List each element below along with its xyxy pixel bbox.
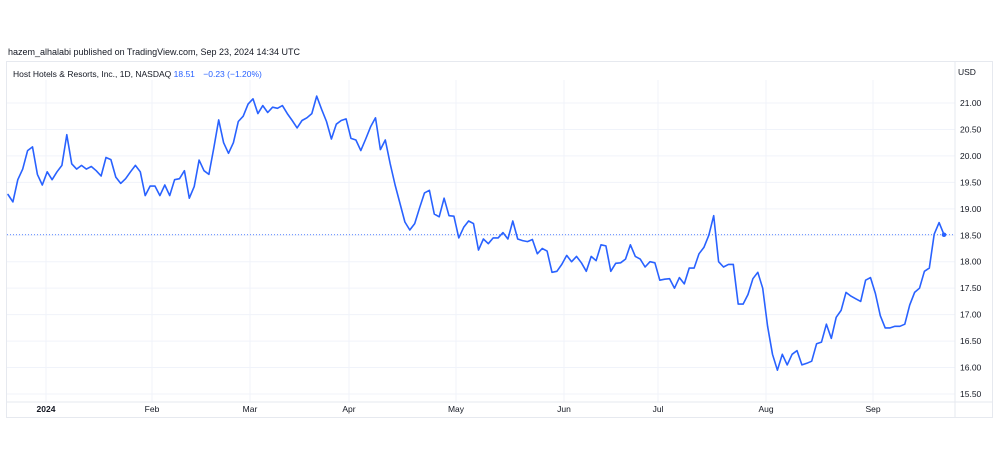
currency-label[interactable]: USD: [958, 67, 976, 77]
y-tick-label: 20.00: [960, 151, 982, 161]
y-tick-label: 16.00: [960, 363, 982, 373]
last-price-dot: [941, 232, 947, 238]
x-tick-label: Apr: [342, 404, 355, 414]
y-tick-label: 18.50: [960, 230, 982, 240]
y-tick-label: 18.00: [960, 257, 982, 267]
y-tick-label: 15.50: [960, 389, 982, 399]
y-tick-label: 17.50: [960, 283, 982, 293]
last-price: 18.51: [173, 69, 195, 79]
y-tick-label: 17.00: [960, 310, 982, 320]
chart-frame: [6, 61, 993, 418]
x-tick-label: Mar: [243, 404, 258, 414]
x-tick-label: May: [448, 404, 465, 414]
x-tick-label: 2024: [37, 404, 56, 414]
symbol-legend: Host Hotels & Resorts, Inc., 1D, NASDAQ …: [13, 69, 262, 79]
x-tick-label: Aug: [758, 404, 773, 414]
x-tick-label: Feb: [145, 404, 160, 414]
price-change: −0.23 (−1.20%): [203, 69, 262, 79]
x-tick-label: Jun: [557, 404, 571, 414]
x-tick-label: Sep: [865, 404, 880, 414]
y-tick-label: 20.50: [960, 124, 982, 134]
x-tick-label: Jul: [653, 404, 664, 414]
y-tick-label: 21.00: [960, 98, 982, 108]
price-series-line: [7, 95, 945, 372]
publish-attribution: hazem_alhalabi published on TradingView.…: [8, 47, 301, 57]
symbol-name: Host Hotels & Resorts, Inc., 1D, NASDAQ: [13, 69, 172, 79]
y-tick-label: 19.00: [960, 204, 982, 214]
y-tick-label: 19.50: [960, 177, 982, 187]
y-tick-label: 16.50: [960, 336, 982, 346]
